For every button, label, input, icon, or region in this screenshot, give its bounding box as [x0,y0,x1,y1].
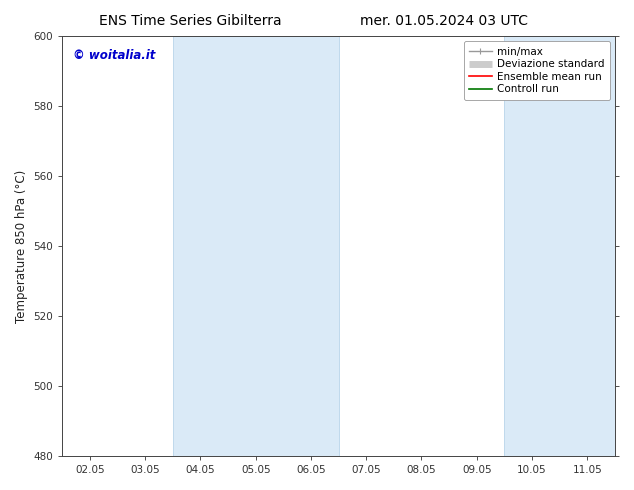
Legend: min/max, Deviazione standard, Ensemble mean run, Controll run: min/max, Deviazione standard, Ensemble m… [463,41,610,99]
Text: © woitalia.it: © woitalia.it [74,49,156,62]
Bar [504,36,615,456]
Bar [173,36,339,456]
Y-axis label: Temperature 850 hPa (°C): Temperature 850 hPa (°C) [15,170,28,323]
Text: ENS Time Series Gibilterra: ENS Time Series Gibilterra [99,14,281,28]
Text: mer. 01.05.2024 03 UTC: mer. 01.05.2024 03 UTC [360,14,527,28]
